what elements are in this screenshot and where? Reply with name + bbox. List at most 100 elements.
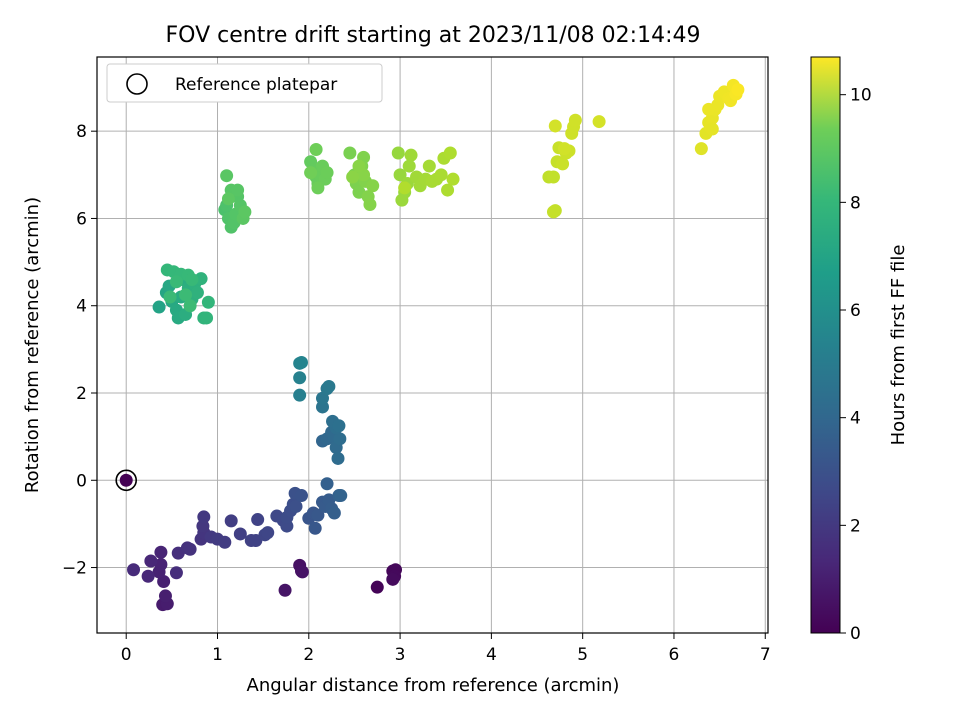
data-point: [293, 388, 307, 402]
data-point: [220, 169, 234, 183]
x-tick-label: 7: [760, 645, 771, 665]
data-point: [261, 526, 275, 540]
colorbar: 0 2 4 6 8 10 Hours from first FF file: [810, 56, 909, 644]
legend-box: [106, 63, 383, 103]
y-axis-ticks: −2 0 2 4 6 8: [62, 122, 97, 579]
scatter-points: [119, 78, 745, 612]
data-point: [278, 583, 292, 597]
data-point: [568, 113, 582, 127]
data-point: [127, 563, 141, 577]
data-point: [251, 513, 265, 527]
data-point: [546, 205, 560, 219]
y-tick-label: 4: [76, 297, 87, 317]
data-point: [154, 557, 168, 571]
x-tick-label: 3: [395, 645, 406, 665]
plot-frame: [96, 56, 769, 634]
data-point: [295, 565, 309, 579]
data-point: [334, 489, 348, 503]
x-tick-label: 6: [669, 645, 680, 665]
data-point: [592, 115, 606, 129]
colorbar-tick-label: 4: [850, 409, 861, 429]
data-point: [190, 286, 204, 300]
data-point: [185, 273, 199, 287]
data-point: [197, 510, 211, 524]
data-point: [233, 527, 247, 541]
data-point: [320, 477, 334, 491]
data-point: [289, 499, 303, 513]
data-point: [294, 489, 308, 503]
data-point: [308, 521, 322, 535]
data-point: [169, 275, 183, 289]
data-point: [333, 432, 347, 446]
data-point: [169, 566, 183, 580]
data-point: [200, 311, 214, 325]
x-tick-label: 4: [486, 645, 497, 665]
data-point: [346, 170, 360, 184]
data-point: [395, 193, 409, 207]
data-point: [705, 122, 719, 136]
data-point: [548, 119, 562, 133]
data-point: [404, 148, 418, 162]
y-tick-label: 8: [76, 122, 87, 142]
y-tick-label: 0: [76, 471, 87, 491]
legend: Reference platepar: [106, 63, 383, 103]
data-point: [366, 179, 380, 193]
colorbar-ticks: 0 2 4 6 8 10: [840, 86, 872, 644]
data-point: [370, 580, 384, 594]
data-point: [144, 554, 158, 568]
data-point: [441, 183, 455, 197]
data-point: [221, 192, 235, 206]
colorbar-gradient: [810, 56, 841, 634]
data-point: [231, 183, 245, 197]
chart-title: FOV centre drift starting at 2023/11/08 …: [166, 23, 701, 48]
data-point: [331, 451, 345, 465]
data-point: [293, 371, 307, 385]
colorbar-label: Hours from first FF file: [888, 245, 909, 446]
data-point: [119, 473, 133, 487]
data-point: [422, 159, 436, 173]
colorbar-tick-label: 6: [850, 301, 861, 321]
reference-circle: [115, 469, 138, 492]
legend-marker-circle: [126, 73, 148, 95]
data-point: [546, 170, 560, 184]
colorbar-tick-label: 8: [850, 193, 861, 213]
data-point: [238, 205, 252, 219]
data-point: [218, 535, 232, 549]
legend-label: Reference platepar: [175, 75, 337, 95]
data-point: [201, 295, 215, 309]
data-point: [446, 172, 460, 186]
x-axis-ticks: 0 1 2 3 4 5 6 7: [121, 633, 771, 665]
data-point: [327, 506, 341, 520]
data-point: [154, 545, 168, 559]
data-point: [332, 419, 346, 433]
data-point: [183, 542, 197, 556]
data-point: [163, 290, 177, 304]
data-point: [352, 159, 366, 173]
data-point: [224, 514, 238, 528]
y-tick-label: 2: [76, 384, 87, 404]
data-point: [158, 589, 172, 603]
x-axis-label: Angular distance from reference (arcmin): [247, 675, 620, 696]
x-tick-label: 1: [212, 645, 223, 665]
colorbar-tick-label: 0: [850, 624, 861, 644]
data-point: [556, 157, 570, 171]
data-point: [393, 168, 407, 182]
data-point: [311, 181, 325, 195]
x-tick-label: 2: [303, 645, 314, 665]
y-tick-label: 6: [76, 209, 87, 229]
y-axis-label: Rotation from reference (arcmin): [22, 197, 43, 493]
data-point: [391, 146, 405, 160]
colorbar-tick-label: 10: [850, 86, 872, 106]
data-point: [694, 142, 708, 156]
data-point: [141, 569, 155, 583]
data-point: [343, 146, 357, 160]
data-point: [311, 508, 325, 522]
x-tick-label: 0: [121, 645, 132, 665]
data-point: [304, 166, 318, 180]
data-point: [731, 83, 745, 97]
data-point: [309, 143, 323, 157]
data-point: [322, 379, 336, 393]
data-point: [152, 300, 166, 314]
reference-marker: [115, 469, 138, 492]
data-point: [179, 288, 193, 302]
